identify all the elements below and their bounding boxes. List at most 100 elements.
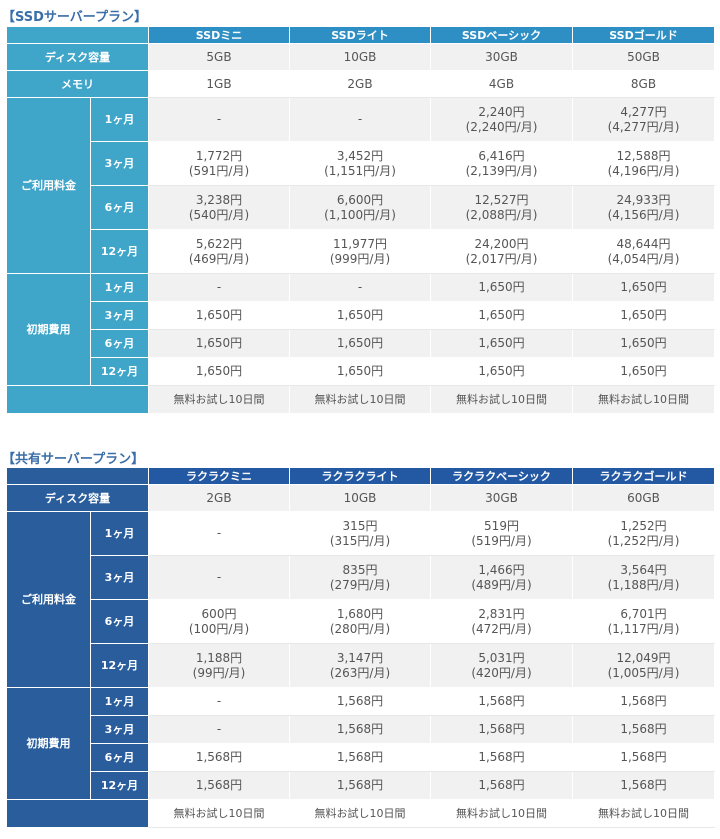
setup-cell: 1,650円 [289,329,431,358]
plan-name-ssd-mini: SSDミニ [148,26,290,44]
shared-plan-section-title: 【共有サーバープラン】 [2,452,145,467]
trial-link[interactable]: 無料お試し10日間 [289,385,431,414]
trial-link[interactable]: 無料お試し10日間 [430,799,573,828]
plan-name-ssd-gold: SSDゴールド [572,26,715,44]
trial-link[interactable]: 無料お試し10日間 [430,385,573,414]
fee-total: 835円 [342,562,378,577]
setup-cell: 1,650円 [430,301,573,330]
setup-period: 3ヶ月 [90,715,149,744]
shared-plan-table: ラクラクミニ ラクラクライト ラクラクベーシック ラクラクゴールド ディスク容量… [6,467,715,828]
trial-link-text[interactable]: 無料お試し10日間 [456,393,547,406]
fee-total: 11,977円 [333,236,387,251]
fee-monthly: (1,188円/月) [607,577,680,592]
setup-cell: 1,650円 [289,357,431,386]
fee-cell: 1,466円 (489円/月) [430,555,573,600]
trial-link-text[interactable]: 無料お試し10日間 [598,807,689,820]
setup-label: 初期費用 [6,273,91,386]
fee-total: 6,600円 [336,192,384,207]
trial-link-text[interactable]: 無料お試し10日間 [456,807,547,820]
disk-value: 2GB [148,484,290,512]
fee-monthly: (280円/月) [329,621,391,636]
fee-cell: - [148,97,290,142]
fee-total: 600円 [201,606,237,621]
fee-cell: - [148,555,290,600]
fee-total: 6,416円 [478,148,525,163]
fee-monthly: (540円/月) [188,207,250,222]
setup-cell: 1,650円 [572,301,715,330]
setup-cell: 1,568円 [148,743,290,772]
setup-row: 3ヶ月 - 1,568円 1,568円 1,568円 [7,715,715,744]
fee-period: 6ヶ月 [90,599,149,644]
fee-cell: 2,240円 (2,240円/月) [430,97,573,142]
fee-cell: 3,147円 (263円/月) [289,643,431,688]
trial-link[interactable]: 無料お試し10日間 [148,385,290,414]
disk-row: ディスク容量 5GB 10GB 30GB 50GB [6,43,715,71]
plan-header-row: ラクラクミニ ラクラクライト ラクラクベーシック ラクラクゴールド [6,467,715,485]
trial-link[interactable]: 無料お試し10日間 [289,799,431,828]
fee-label: ご利用料金 [6,97,91,274]
fee-monthly: (999円/月) [329,251,391,266]
trial-link[interactable]: 無料お試し10日間 [148,799,290,828]
setup-row: 初期費用 1ヶ月 - - 1,650円 1,650円 [6,273,715,386]
setup-label: 初期費用 [6,687,91,800]
setup-cell: 1,568円 [430,771,573,800]
setup-cell: 1,568円 [430,687,573,716]
fee-cell: 1,680円 (280円/月) [289,599,431,644]
fee-monthly: (2,139円/月) [465,163,538,178]
setup-cell: 1,568円 [572,715,715,744]
plan-name-rakuraku-basic: ラクラクベーシック [430,467,573,485]
fee-cell: 5,031円 (420円/月) [430,643,573,688]
setup-row: 12ヶ月 1,650円 1,650円 1,650円 1,650円 [7,357,715,386]
plan-name-rakuraku-gold: ラクラクゴールド [572,467,715,485]
memory-row: メモリ 1GB 2GB 4GB 8GB [6,70,715,98]
trial-link-text[interactable]: 無料お試し10日間 [173,393,265,406]
header-corner [6,26,149,44]
setup-cell: 1,650円 [572,273,715,302]
fee-total: - [357,112,363,126]
setup-cell: 1,568円 [430,743,573,772]
memory-value: 1GB [148,70,290,98]
fee-total: 3,564円 [620,562,667,577]
fee-cell: 24,200円 (2,017円/月) [430,229,573,274]
fee-monthly: (4,277円/月) [607,119,680,134]
fee-cell: 3,238円 (540円/月) [148,185,290,230]
trial-link-text[interactable]: 無料お試し10日間 [314,393,406,406]
trial-link-text[interactable]: 無料お試し10日間 [173,807,265,820]
fee-total: 1,252円 [620,518,667,533]
fee-cell: 11,977円 (999円/月) [289,229,431,274]
fee-cell: 12,049円 (1,005円/月) [572,643,715,688]
trial-row: 無料お試し10日間 無料お試し10日間 無料お試し10日間 無料お試し10日間 [6,799,715,828]
trial-link-text[interactable]: 無料お試し10日間 [598,393,689,406]
fee-monthly: (1,117円/月) [607,621,680,636]
trial-link-text[interactable]: 無料お試し10日間 [314,807,406,820]
fee-total: 3,147円 [336,650,384,665]
fee-row: ご利用料金 1ヶ月 - - 2,240円 (2,240円/月) 4,277円 (4,… [6,97,715,274]
fee-total: 519円 [484,518,519,533]
disk-value: 30GB [430,484,573,512]
fee-total: 315円 [342,518,378,533]
fee-monthly: (2,088円/月) [465,207,538,222]
setup-cell: - [289,273,431,302]
fee-cell: 315円 (315円/月) [289,511,431,556]
disk-label: ディスク容量 [6,43,149,71]
fee-cell: 835円 (279円/月) [289,555,431,600]
setup-cell: 1,568円 [289,715,431,744]
fee-total: 24,200円 [474,236,529,251]
setup-row: 初期費用 1ヶ月 - 1,568円 1,568円 1,568円 [6,687,715,800]
disk-value: 60GB [572,484,715,512]
fee-total: - [216,570,222,584]
memory-value: 8GB [572,70,715,98]
memory-value: 2GB [289,70,431,98]
setup-cell: 1,568円 [572,771,715,800]
trial-link[interactable]: 無料お試し10日間 [572,799,715,828]
fee-total: 2,240円 [478,104,525,119]
setup-cell: 1,568円 [289,743,431,772]
fee-cell: 24,933円 (4,156円/月) [572,185,715,230]
fee-monthly: (99円/月) [192,665,246,680]
fee-row: 3ヶ月 - 835円 (279円/月) 1,466円 (489円/月) 3,564円… [7,555,715,600]
fee-total: 5,031円 [478,650,525,665]
trial-link[interactable]: 無料お試し10日間 [572,385,715,414]
setup-period: 3ヶ月 [90,301,149,330]
setup-cell: 1,568円 [289,771,431,800]
setup-cell: 1,650円 [430,357,573,386]
